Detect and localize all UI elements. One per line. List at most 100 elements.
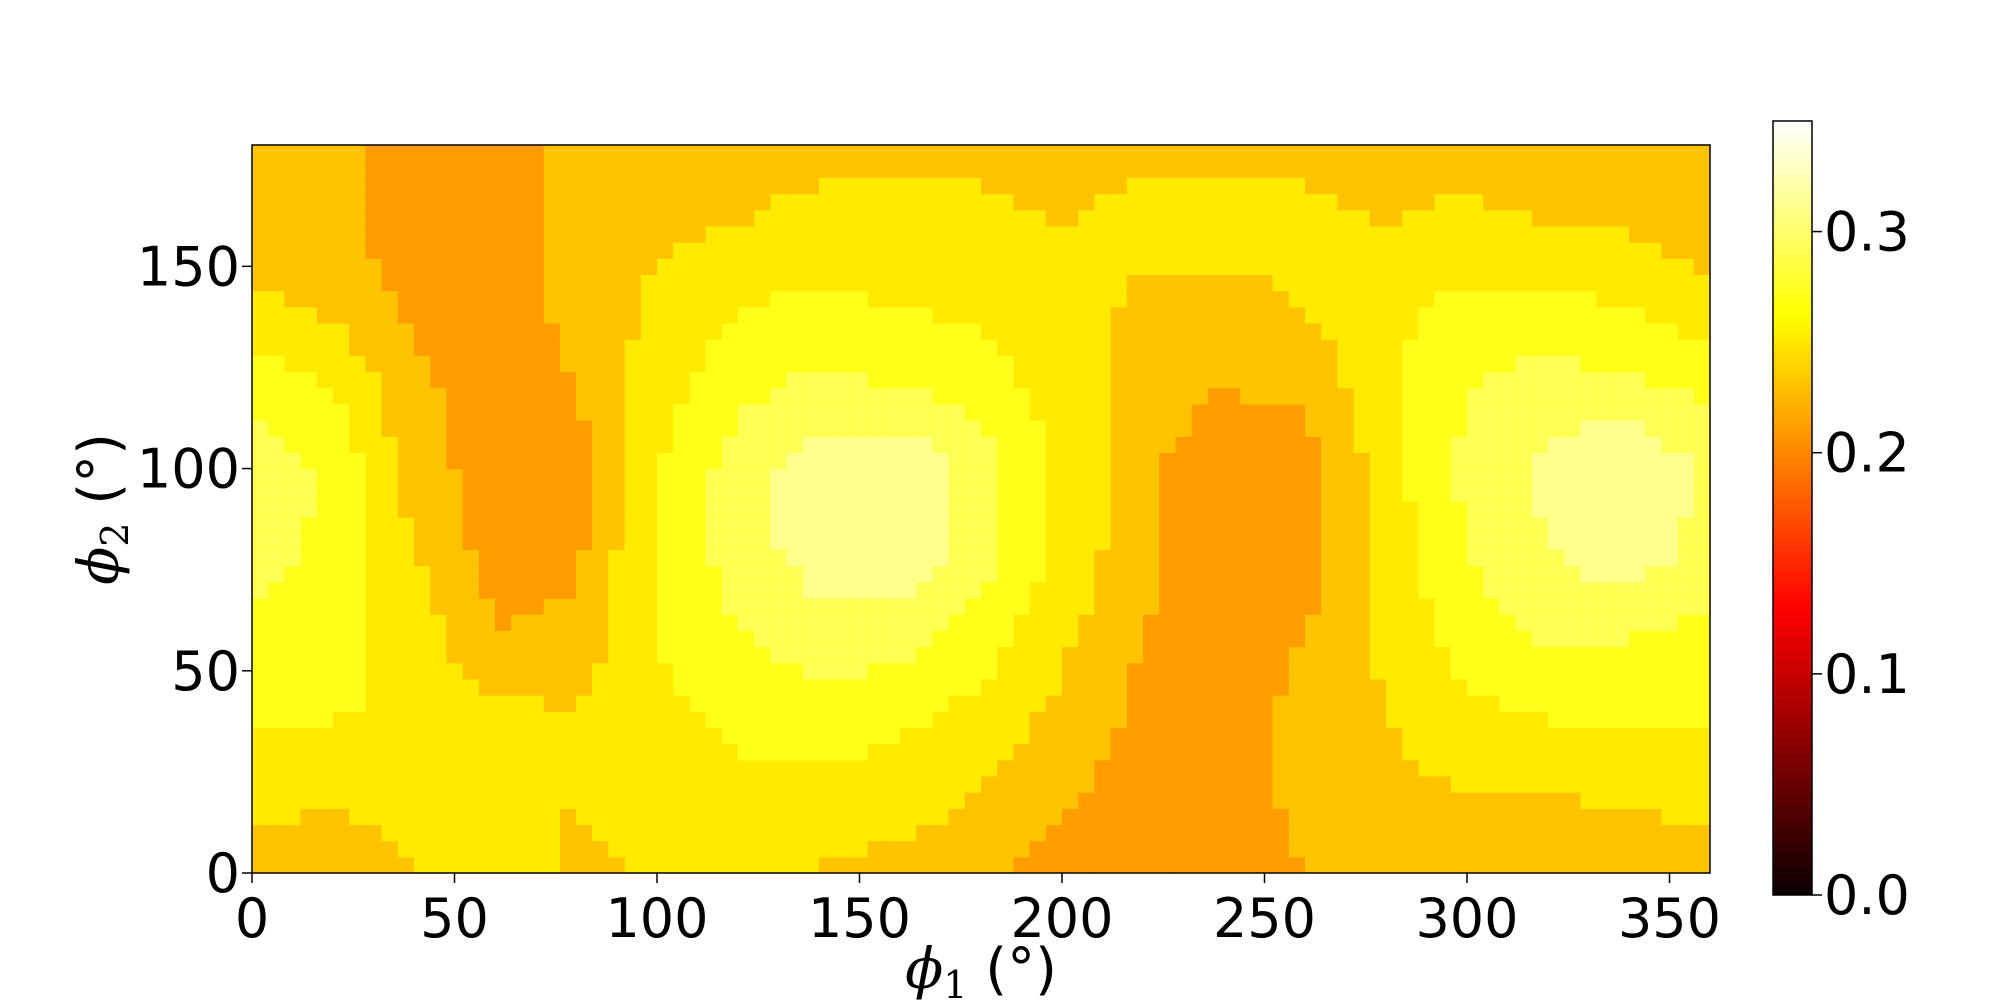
heatmap-cell (786, 646, 804, 664)
heatmap-cell (397, 387, 415, 405)
heatmap-cell (333, 581, 350, 599)
heatmap-cell (576, 468, 593, 486)
heatmap-cell (1386, 225, 1403, 243)
heatmap-cell (365, 484, 383, 502)
heatmap-cell (1418, 403, 1436, 421)
heatmap-cell (1612, 533, 1630, 551)
heatmap-cell (786, 339, 804, 356)
heatmap-cell (1548, 533, 1565, 551)
heatmap-cell (835, 695, 852, 712)
heatmap-cell (284, 533, 302, 551)
heatmap-cell (1305, 581, 1322, 599)
heatmap-cell (1321, 403, 1338, 421)
heatmap-cell (1531, 646, 1549, 664)
heatmap-cell (1062, 533, 1079, 551)
heatmap-cell (1564, 775, 1581, 793)
heatmap-cell (1515, 743, 1533, 761)
heatmap-cell (1094, 533, 1112, 551)
heatmap-cell (1434, 549, 1452, 567)
heatmap-cell (997, 695, 1014, 712)
heatmap-cell (268, 775, 285, 793)
heatmap-cell (1353, 436, 1371, 453)
heatmap-cell (300, 355, 318, 373)
heatmap-cell (1580, 533, 1598, 551)
heatmap-cell (1483, 452, 1500, 470)
heatmap-cell (738, 630, 755, 648)
heatmap-cell (592, 695, 609, 712)
heatmap-cell (640, 581, 658, 599)
heatmap-cell (511, 258, 528, 276)
heatmap-cell (1256, 274, 1274, 292)
heatmap-cell (511, 775, 528, 793)
heatmap-cell (1094, 824, 1112, 842)
heatmap-cell (1029, 597, 1047, 615)
heatmap-cell (527, 306, 545, 324)
heatmap-cell (1321, 856, 1338, 873)
heatmap-cell (1677, 646, 1695, 664)
heatmap-cell (365, 258, 383, 276)
heatmap-cell (1467, 597, 1484, 615)
heatmap-cell (1045, 371, 1063, 389)
heatmap-cell (689, 209, 707, 227)
heatmap-cell (1207, 824, 1225, 842)
heatmap-cell (835, 824, 852, 842)
heatmap-cell (1013, 565, 1031, 583)
heatmap-cell (316, 856, 334, 873)
heatmap-cell (430, 500, 447, 518)
heatmap-cell (1224, 727, 1241, 745)
heatmap-cell (543, 695, 561, 712)
heatmap-cell (446, 743, 464, 761)
heatmap-cell (867, 824, 885, 842)
heatmap-cell (316, 403, 334, 421)
heatmap-cell (948, 484, 966, 502)
heatmap-cell (284, 856, 302, 873)
heatmap-cell (754, 177, 771, 195)
heatmap-cell (1629, 565, 1646, 583)
heatmap-cell (1369, 387, 1387, 405)
heatmap-cell (1564, 824, 1581, 842)
heatmap-cell (932, 678, 950, 696)
heatmap-cell (1661, 565, 1679, 583)
heatmap-cell (576, 775, 593, 793)
heatmap-cell (1402, 145, 1419, 162)
heatmap-cell (1224, 824, 1241, 842)
heatmap-cell (640, 145, 658, 162)
heatmap-cell (1045, 581, 1063, 599)
heatmap-cell (1029, 436, 1047, 453)
heatmap-cell (1094, 759, 1112, 777)
heatmap-cell (543, 759, 561, 777)
heatmap-cell (1062, 339, 1079, 356)
heatmap-cell (1693, 177, 1710, 195)
heatmap-cell (1402, 856, 1419, 873)
heatmap-cell (1094, 242, 1112, 259)
heatmap-cell (1499, 711, 1517, 728)
heatmap-cell (511, 856, 528, 873)
heatmap-cell (1143, 808, 1160, 826)
heatmap-cell (1369, 581, 1387, 599)
heatmap-cell (900, 193, 917, 211)
heatmap-cell (1467, 695, 1484, 712)
heatmap-cell (559, 517, 577, 534)
heatmap-cell (495, 242, 512, 259)
heatmap-cell (543, 371, 561, 389)
heatmap-cell (624, 759, 642, 777)
heatmap-cell (1029, 808, 1047, 826)
heatmap-cell (1450, 711, 1468, 728)
heatmap-cell (1013, 339, 1031, 356)
heatmap-cell (964, 840, 982, 858)
heatmap-cell (640, 161, 658, 178)
heatmap-cell (1548, 597, 1565, 615)
heatmap-cell (300, 759, 318, 777)
heatmap-cell (559, 145, 577, 162)
heatmap-cell (1337, 824, 1355, 842)
heatmap-cell (1013, 856, 1031, 873)
heatmap-cell (1110, 775, 1128, 793)
heatmap-cell (1386, 678, 1403, 696)
heatmap-cell (786, 145, 804, 162)
heatmap-cell (284, 727, 302, 745)
heatmap-cell (1353, 630, 1371, 648)
heatmap-cell (964, 161, 982, 178)
heatmap-cell (576, 792, 593, 809)
heatmap-cell (1353, 468, 1371, 486)
heatmap-cell (559, 225, 577, 243)
